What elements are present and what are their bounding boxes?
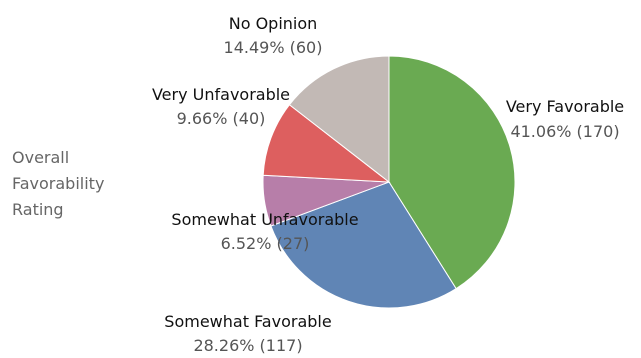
pie-slice-very-favorable[interactable] xyxy=(388,55,516,290)
legend-title-line-3: Rating xyxy=(12,200,64,219)
legend-title: Overall Favorability Rating xyxy=(12,145,142,223)
legend-title-line-2: Favorability xyxy=(12,174,105,193)
slice-label-somewhat-favorable: Somewhat Favorable xyxy=(164,312,331,331)
pie-slices xyxy=(262,55,516,309)
slice-value-somewhat-favorable: 28.26% (117) xyxy=(193,336,302,355)
slice-label-no-opinion: No Opinion xyxy=(229,14,318,33)
pie-slice-very-unfavorable[interactable] xyxy=(262,104,391,183)
slice-value-no-opinion: 14.49% (60) xyxy=(224,38,323,57)
slice-value-somewhat-unfavorable: 6.52% (27) xyxy=(221,234,310,253)
slice-value-very-unfavorable: 9.66% (40) xyxy=(177,109,266,128)
slice-value-very-favorable: 41.06% (170) xyxy=(510,122,619,141)
pie-labels: Very Favorable 41.06% (170) Somewhat Favor… xyxy=(152,14,624,355)
slice-label-very-unfavorable: Very Unfavorable xyxy=(152,85,290,104)
pie-slice-somewhat-favorable[interactable] xyxy=(270,181,457,309)
legend-title-line-1: Overall xyxy=(12,148,70,167)
slice-label-very-favorable: Very Favorable xyxy=(506,97,624,116)
pie-slice-no-opinion[interactable] xyxy=(288,55,390,184)
slice-label-somewhat-unfavorable: Somewhat Unfavorable xyxy=(171,210,358,229)
